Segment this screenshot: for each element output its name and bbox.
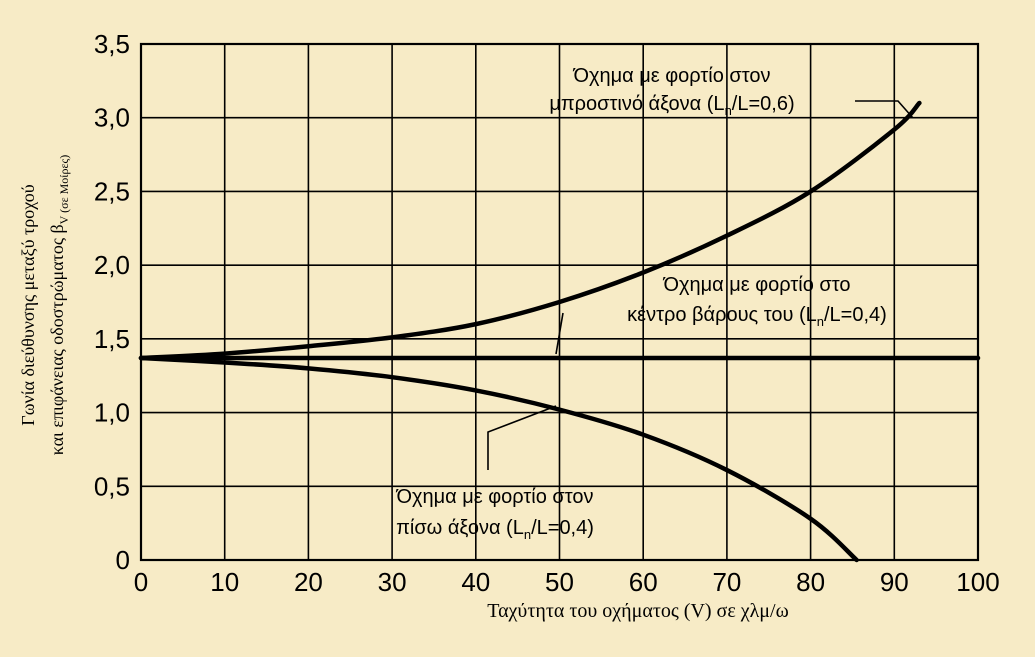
- x-tick-label: 10: [210, 567, 239, 597]
- annotation-rear-line2: πίσω άξονα (Ln/L=0,4): [396, 517, 594, 542]
- y-tick-label: 2,5: [94, 176, 130, 206]
- annotation-front-line1: Όχημα με φορτίο στον: [572, 65, 770, 87]
- leader-center: [555, 312, 564, 355]
- x-tick-label: 0: [134, 567, 148, 597]
- annotation-center-line1: Όχημα με φορτίο στο: [662, 274, 850, 296]
- x-tick-label: 60: [629, 567, 658, 597]
- y-tick-label: 0,5: [94, 471, 130, 501]
- annotation-leaders: [487, 100, 914, 470]
- annotation-center-line2: κέντρο βάρους του (Ln/L=0,4): [627, 304, 887, 329]
- plot-frame: [139, 42, 980, 562]
- x-tick-label: 50: [545, 567, 574, 597]
- series-lines: [138, 100, 981, 563]
- x-tick-label: 40: [461, 567, 490, 597]
- annotation-front-line2: μπροστινό άξονα (Ln/L=0,6): [549, 93, 794, 118]
- series-line-front: [138, 100, 922, 361]
- x-tick-labels: 0 10 20 30 40 50 60 70 80 90 100: [134, 567, 1000, 597]
- leader-rear: [487, 405, 557, 470]
- x-tick-label: 30: [378, 567, 407, 597]
- x-tick-label: 80: [796, 567, 825, 597]
- x-tick-label: 70: [712, 567, 741, 597]
- x-tick-label: 90: [880, 567, 909, 597]
- y-tick-label: 2,0: [94, 250, 130, 280]
- y-tick-labels: 0 0,5 1,0 1,5 2,0 2,5 3,0 3,5: [94, 29, 130, 575]
- grid: [139, 42, 980, 562]
- leader-front: [855, 100, 914, 119]
- y-axis-label-line1: Γωνία διεύθυνσης μεταξύ τροχού: [18, 184, 38, 425]
- y-tick-label: 3,0: [94, 103, 130, 133]
- x-tick-label: 20: [294, 567, 323, 597]
- y-tick-label: 1,5: [94, 324, 130, 354]
- annotation-rear-line1: Όχημα με φορτίο στον: [395, 486, 593, 508]
- y-tick-label: 3,5: [94, 29, 130, 59]
- series-line-rear: [138, 355, 859, 563]
- x-tick-label: 100: [956, 567, 999, 597]
- x-axis-label: Ταχύτητα του οχήματος (V) σε χλμ/ω: [487, 600, 789, 622]
- y-tick-label: 1,0: [94, 398, 130, 428]
- y-axis-label-line2: και επιφάνειας οδοστρώματος βV (σε Μοίρε…: [47, 155, 71, 456]
- y-tick-label: 0: [116, 545, 130, 575]
